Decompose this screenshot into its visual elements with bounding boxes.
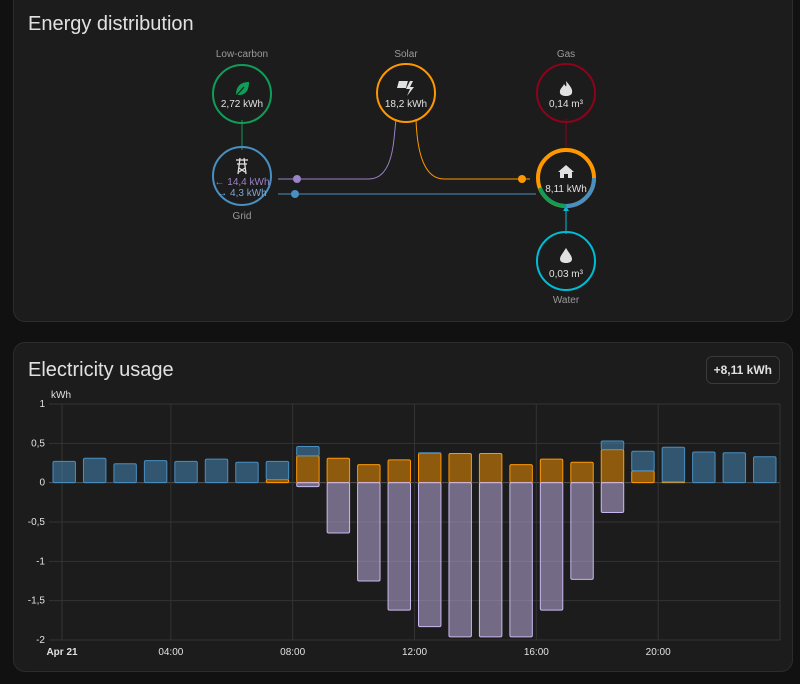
y-tick-label: -1: [36, 556, 45, 567]
low-carbon-node[interactable]: [212, 64, 272, 124]
bar-grid-consumption: [265, 460, 290, 481]
bar-return-to-grid: [478, 482, 503, 638]
home-node[interactable]: [536, 148, 596, 208]
energy-flow-diagram: [212, 63, 596, 291]
energy-distribution-card: Energy distribution: [13, 0, 793, 322]
low-carbon-label: Low-carbon: [215, 49, 269, 60]
electricity-usage-card: Electricity usage +8,11 kWh 1 0,5 0 -0,5 -1 -…: [13, 342, 793, 672]
y-tick-label: 0: [39, 478, 45, 489]
bar-grid-consumption: [204, 458, 229, 484]
bar-grid-consumption: [661, 446, 686, 483]
bar-return-to-grid: [326, 482, 351, 534]
bar-return-to-grid: [296, 482, 320, 488]
bar-return-to-grid: [600, 482, 625, 514]
bar-solar-consumption: [631, 470, 655, 484]
low-carbon-value: 2,72 kWh: [220, 99, 264, 110]
bar-grid-consumption: [600, 440, 625, 451]
home-value: 8,11 kWh: [545, 184, 587, 195]
water-label: Water: [552, 295, 580, 306]
x-tick-label: Apr 21: [46, 647, 78, 658]
bar-grid-consumption: [418, 452, 442, 455]
bar-grid-consumption: [692, 451, 716, 484]
y-tick-label: 0,5: [31, 438, 45, 449]
bar-grid-consumption: [143, 460, 168, 484]
bar-solar-consumption: [418, 453, 442, 484]
flow-solar-home: [415, 118, 530, 180]
y-tick-label: 1: [39, 399, 45, 410]
x-tick-label: 20:00: [646, 647, 671, 658]
chart-grid: [49, 403, 781, 641]
x-tick-label: 16:00: [524, 647, 549, 658]
home-icon: [558, 165, 574, 178]
x-tick-label: 04:00: [158, 647, 183, 658]
bar-solar-consumption: [570, 461, 594, 484]
grid-export-value: → 4,3 kWh: [217, 188, 267, 199]
water-value: 0,03 m³: [549, 269, 583, 280]
bar-solar-consumption: [539, 458, 564, 484]
electricity-usage-title: Electricity usage: [28, 359, 174, 381]
water-icon: [560, 248, 572, 263]
flow-dot-return: [293, 175, 301, 183]
bar-return-to-grid: [387, 482, 411, 611]
bar-return-to-grid: [357, 482, 381, 582]
bar-solar-consumption: [600, 449, 625, 484]
grid-node[interactable]: [212, 146, 272, 206]
bar-grid-consumption: [52, 460, 76, 484]
bar-solar-consumption: [448, 453, 472, 484]
y-tick-label: -0,5: [28, 517, 46, 528]
energy-distribution-title: Energy distribution: [28, 13, 194, 35]
bar-solar-consumption: [357, 464, 381, 484]
gas-node[interactable]: [536, 63, 596, 123]
bar-grid-consumption: [235, 461, 259, 484]
bar-solar-consumption: [387, 459, 411, 484]
bar-solar-consumption: [326, 457, 351, 484]
water-node[interactable]: [536, 231, 596, 291]
flow-arrow-water: [563, 206, 569, 211]
transmission-tower-icon: [236, 157, 248, 175]
flow-dot-grid: [291, 190, 299, 198]
y-tick-label: -1,5: [28, 596, 46, 607]
bar-return-to-grid: [418, 482, 442, 628]
y-axis-label: kWh: [51, 390, 71, 401]
bar-grid-consumption: [113, 463, 137, 484]
bar-grid-consumption: [296, 445, 320, 457]
bar-grid-consumption: [631, 450, 655, 472]
grid-import-value: ← 14,4 kWh: [214, 177, 270, 188]
y-tick-label: -2: [36, 635, 45, 646]
bar-solar-consumption: [509, 464, 533, 484]
solar-value: 18,2 kWh: [384, 99, 428, 110]
x-tick-label: 12:00: [402, 647, 427, 658]
flow-dot-solar: [518, 175, 526, 183]
bar-grid-consumption: [753, 456, 777, 484]
bar-return-to-grid: [448, 482, 472, 638]
total-badge[interactable]: +8,11 kWh: [705, 356, 780, 384]
leaf-icon: [234, 82, 249, 98]
solar-label: Solar: [394, 49, 418, 60]
gas-label: Gas: [556, 49, 576, 60]
grid-label: Grid: [232, 211, 252, 222]
bar-solar-consumption: [478, 453, 503, 484]
x-tick-label: 08:00: [280, 647, 305, 658]
chart-bars: [52, 440, 777, 638]
bar-grid-consumption: [722, 452, 747, 484]
bar-return-to-grid: [570, 482, 594, 580]
bar-grid-consumption: [82, 457, 107, 484]
flow-solar-grid: [278, 118, 397, 180]
bar-grid-consumption: [174, 460, 198, 484]
solar-power-icon: [397, 81, 414, 96]
bar-solar-consumption: [296, 455, 320, 484]
bar-return-to-grid: [539, 482, 564, 611]
solar-node[interactable]: [376, 63, 436, 123]
fire-icon: [559, 81, 573, 96]
bar-return-to-grid: [509, 482, 533, 638]
gas-value: 0,14 m³: [549, 99, 583, 110]
